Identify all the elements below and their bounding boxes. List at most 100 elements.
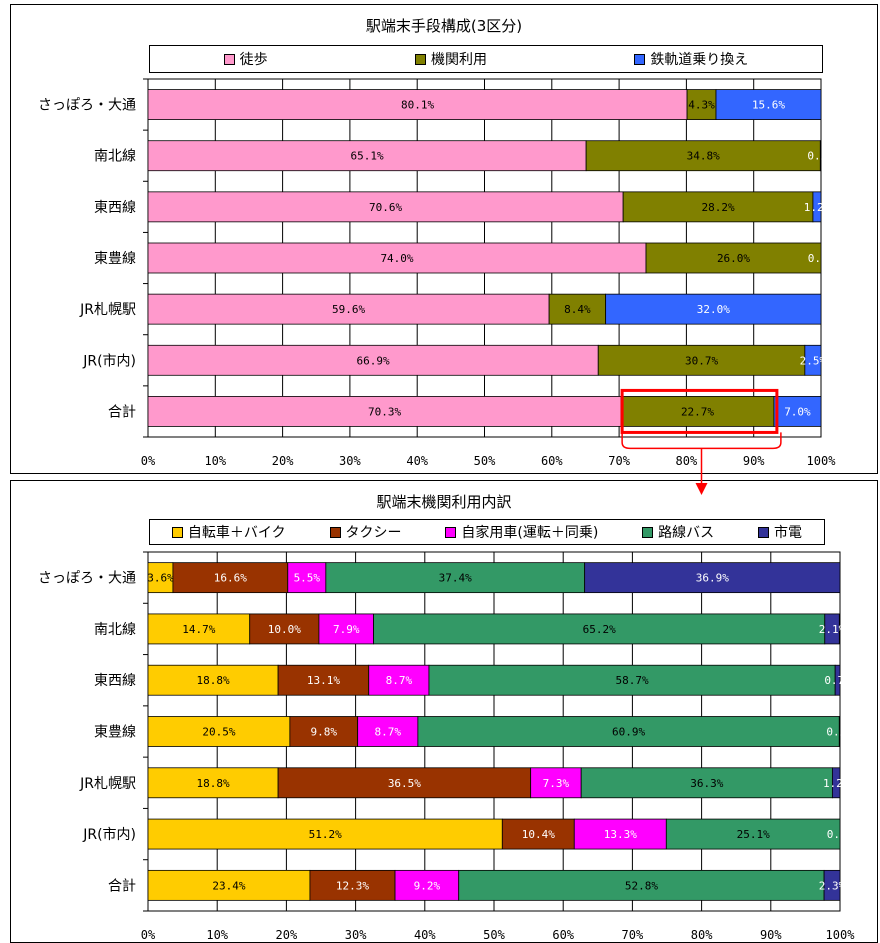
data-label: 70.6% (369, 201, 402, 214)
data-label: 1.2% (804, 201, 831, 214)
bar-segment (605, 293, 822, 325)
bar-segment (584, 562, 841, 594)
x-tick-label: 40% (414, 928, 436, 942)
data-label: 70.3% (368, 405, 401, 418)
data-label: 20.5% (202, 726, 235, 739)
category-label: さっぽろ・大通 (38, 98, 136, 114)
x-tick-label: 30% (345, 928, 367, 942)
x-tick-label: 70% (622, 928, 644, 942)
data-label: 2.3% (819, 879, 846, 892)
data-label: 66.9% (357, 354, 390, 367)
bar-segment (580, 767, 833, 799)
bar-segment (147, 89, 688, 120)
x-tick-label: 10% (204, 454, 226, 468)
data-label: 37.4% (439, 572, 472, 585)
data-label: 16.6% (214, 572, 247, 585)
data-label: 7.0% (784, 405, 811, 418)
chart-title: 駅端末機関利用内訳 (376, 493, 512, 511)
bar-segment (804, 344, 822, 376)
bar-segment (147, 344, 599, 376)
bar-segment (394, 869, 460, 901)
category-label: 東豊線 (94, 251, 136, 267)
bar-segment (147, 396, 622, 427)
bar-segment (147, 664, 279, 696)
data-label: 22.7% (681, 405, 714, 418)
data-label: 0.7% (824, 674, 851, 687)
bar-segment (147, 562, 174, 594)
data-label: 12.3% (336, 879, 369, 892)
legend-item: タクシー (329, 522, 402, 542)
legend-item: 路線バス (642, 522, 714, 542)
bar-segment (585, 140, 821, 172)
data-label: 51.2% (309, 828, 342, 841)
x-tick-label: 70% (608, 454, 630, 468)
bar-segment (368, 664, 430, 696)
data-label: 8.7% (386, 674, 413, 687)
legend-item: 徒歩 (223, 49, 268, 69)
bar-segment (309, 869, 396, 901)
bar-segment (622, 191, 814, 223)
bar-segment (147, 293, 550, 325)
data-label: 60.9% (612, 726, 645, 739)
bar-segment (812, 191, 822, 223)
bar-segment (834, 664, 841, 696)
bar-segment (686, 89, 717, 120)
data-label: 32.0% (697, 303, 730, 316)
bar-segment (147, 242, 647, 274)
legend-item: 鉄軌道乗り換え (634, 49, 748, 69)
data-label: 25.1% (737, 828, 770, 841)
data-label: 0.0% (808, 252, 835, 265)
x-tick-label: 90% (743, 454, 765, 468)
legend-label: 自転車＋バイク (187, 525, 286, 541)
legend-label: タクシー (345, 525, 402, 541)
data-label: 74.0% (380, 252, 413, 265)
data-label: 30.7% (685, 354, 718, 367)
legend-item: 自家用車(運転＋同乗) (445, 522, 598, 542)
data-label: 18.8% (196, 777, 229, 790)
bar-segment (458, 869, 825, 901)
data-label: 10.0% (268, 623, 301, 636)
bar-segment (831, 767, 841, 799)
data-label: 18.8% (196, 674, 229, 687)
legend-swatch (171, 526, 183, 538)
data-label: 1.2% (823, 777, 850, 790)
data-label: 36.9% (696, 572, 729, 585)
legend-item: 市電 (758, 522, 802, 542)
data-label: 65.1% (350, 150, 383, 163)
category-label: 東西線 (94, 673, 136, 689)
data-label: 4.3% (688, 99, 715, 112)
data-label: 13.1% (307, 674, 340, 687)
data-label: 15.6% (752, 99, 785, 112)
legend-swatch (758, 526, 770, 538)
data-label: 8.4% (564, 303, 591, 316)
legend-item: 機関利用 (414, 49, 487, 69)
category-label: JR札幌駅 (79, 776, 136, 792)
x-tick-label: 90% (760, 928, 782, 942)
legend-label: 路線バス (658, 525, 715, 541)
category-label: JR(市内) (82, 826, 136, 843)
data-label: 80.1% (401, 99, 434, 112)
chart-title: 駅端末手段構成(3区分) (365, 17, 523, 35)
legend-swatch (445, 526, 457, 538)
x-tick-label: 20% (272, 454, 294, 468)
data-label: 2.5% (800, 354, 827, 367)
category-label: 南北線 (94, 149, 136, 165)
legend-label: 機関利用 (430, 52, 487, 68)
bar-segment (277, 664, 370, 696)
x-tick-label: 80% (691, 928, 713, 942)
data-label: 65.2% (583, 623, 616, 636)
category-label: 南北線 (94, 622, 136, 638)
bar-segment (417, 716, 840, 747)
data-label: 8.7% (375, 726, 402, 739)
x-tick-label: 0% (141, 454, 156, 468)
category-label: JR札幌駅 (79, 302, 136, 318)
data-label: 5.5% (294, 572, 321, 585)
data-label: 7.3% (543, 777, 570, 790)
x-tick-label: 60% (541, 454, 563, 468)
legend-swatch (329, 526, 341, 538)
bar-segment (548, 293, 607, 325)
legend-item: 自転車＋バイク (171, 522, 286, 542)
data-label: 59.6% (332, 303, 365, 316)
x-tick-label: 20% (276, 928, 298, 942)
data-label: 34.8% (687, 150, 720, 163)
